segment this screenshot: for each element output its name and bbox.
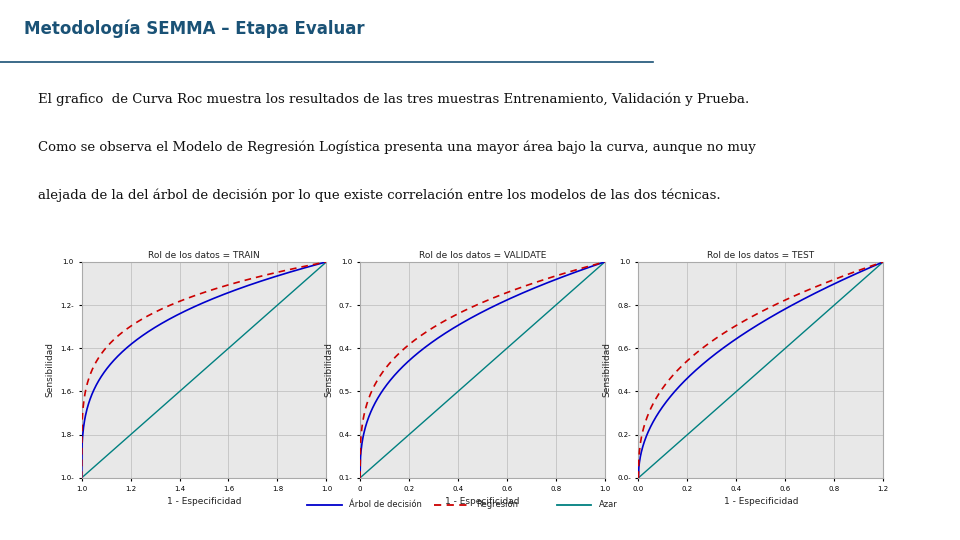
Title: Rol de los datos = VALIDATE: Rol de los datos = VALIDATE [419,251,546,260]
Text: Como se observa el Modelo de Regresión Logística presenta una mayor área bajo la: Como se observa el Modelo de Regresión L… [38,140,756,154]
X-axis label: 1 - Especificidad: 1 - Especificidad [445,497,519,506]
Y-axis label: Sensibilidad: Sensibilidad [46,342,55,397]
Text: alejada de la del árbol de decisión por lo que existe correlación entre los mode: alejada de la del árbol de decisión por … [38,189,721,202]
Text: Árbol de decisión: Árbol de decisión [349,500,422,509]
Text: El grafico  de Curva Roc muestra los resultados de las tres muestras Entrenamien: El grafico de Curva Roc muestra los resu… [38,92,750,105]
Y-axis label: Sensibilidad: Sensibilidad [324,342,333,397]
Text: Regresión: Regresión [476,500,518,509]
Y-axis label: Sensibilidad: Sensibilidad [603,342,612,397]
X-axis label: 1 - Especificidad: 1 - Especificidad [167,497,241,506]
Text: Metodología SEMMA – Etapa Evaluar: Metodología SEMMA – Etapa Evaluar [24,20,365,38]
Text: Azar: Azar [599,500,618,509]
Title: Rol de los datos = TRAIN: Rol de los datos = TRAIN [148,251,260,260]
Title: Rol de los datos = TEST: Rol de los datos = TEST [708,251,814,260]
X-axis label: 1 - Especificidad: 1 - Especificidad [724,497,798,506]
